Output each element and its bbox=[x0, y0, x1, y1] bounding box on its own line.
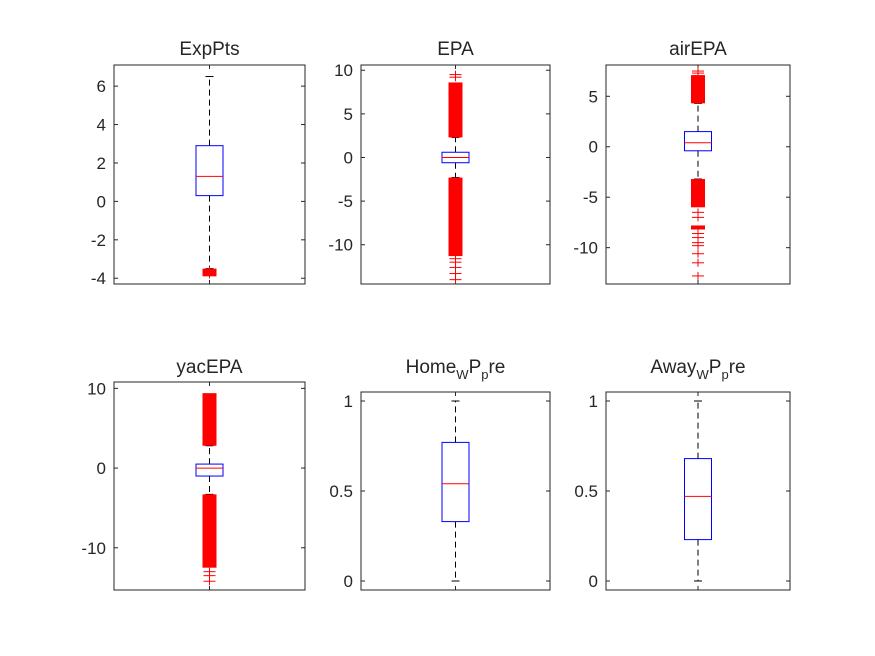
y-axis: -4 -2 0 2 4 6 bbox=[91, 65, 305, 288]
plot-marks bbox=[441, 70, 470, 284]
panel-title: airEPA bbox=[669, 39, 727, 60]
y-tick-label: 6 bbox=[97, 77, 106, 96]
panel-yacEPA: yacEPA -10 0 10 bbox=[81, 357, 306, 591]
plot-marks bbox=[195, 393, 224, 586]
panel-title: HomeWPpre bbox=[406, 357, 506, 382]
title-main: Away bbox=[650, 357, 697, 378]
panel-away-wp-pre: AwayWPpre 00.51 bbox=[574, 357, 791, 591]
y-tick-label: 0 bbox=[344, 148, 353, 167]
title-mid: P bbox=[469, 357, 482, 378]
y-tick-label: 0.5 bbox=[329, 482, 353, 501]
title-end: re bbox=[488, 357, 505, 378]
title-sub-2: p bbox=[481, 367, 488, 382]
panel-epa: EPA -10 -5 0 5 10 bbox=[328, 39, 551, 285]
y-tick-label: 5 bbox=[589, 87, 598, 106]
panel-title: AwayWPpre bbox=[650, 357, 745, 382]
title-mid: P bbox=[709, 357, 722, 378]
y-tick-label: 1 bbox=[589, 392, 598, 411]
y-tick-label: -10 bbox=[81, 539, 106, 558]
title-main: Home bbox=[406, 357, 457, 378]
panel-title: EPA bbox=[437, 39, 474, 60]
title-sub-1: W bbox=[697, 367, 710, 382]
iqr-box bbox=[684, 458, 712, 541]
panel-home-wp-pre: HomeWPpre 00.51 bbox=[329, 357, 551, 591]
plot-marks bbox=[195, 76, 224, 279]
y-tick-label: 1 bbox=[344, 392, 353, 411]
y-tick-label: -4 bbox=[91, 269, 106, 288]
title-end: re bbox=[729, 357, 746, 378]
y-tick-label: 0 bbox=[344, 572, 353, 591]
iqr-box bbox=[195, 145, 224, 197]
plot-marks bbox=[441, 400, 470, 582]
outlier-band bbox=[691, 75, 705, 104]
y-axis: -10 -5 0 5 bbox=[573, 65, 790, 284]
plot-marks bbox=[684, 67, 712, 280]
y-axis: -10 0 10 bbox=[81, 379, 305, 590]
y-axis: -10 -5 0 5 10 bbox=[328, 61, 550, 284]
iqr-box bbox=[441, 441, 470, 523]
y-tick-label: 0 bbox=[97, 459, 106, 478]
y-tick-label: 5 bbox=[344, 105, 353, 124]
outlier-band bbox=[448, 177, 463, 257]
y-tick-label: 2 bbox=[97, 154, 106, 173]
outlier-band bbox=[202, 494, 217, 568]
title-sub-1: W bbox=[456, 367, 469, 382]
outlier-band bbox=[202, 393, 217, 446]
y-tick-label: 0 bbox=[589, 138, 598, 157]
y-tick-label: 4 bbox=[97, 116, 106, 135]
y-axis: 00.51 bbox=[329, 392, 550, 591]
y-tick-label: -2 bbox=[91, 231, 106, 250]
panel-expPts: ExpPts -4 -2 0 2 4 6 bbox=[91, 39, 306, 288]
panel-title: ExpPts bbox=[179, 39, 239, 60]
outlier-band bbox=[448, 82, 463, 138]
y-tick-label: -5 bbox=[583, 188, 598, 207]
y-tick-label: -10 bbox=[328, 236, 353, 255]
y-tick-label: 0.5 bbox=[574, 482, 598, 501]
y-tick-label: 0 bbox=[589, 572, 598, 591]
y-tick-label: 10 bbox=[334, 61, 353, 80]
panel-title: yacEPA bbox=[176, 357, 243, 378]
y-tick-label: -10 bbox=[573, 239, 598, 258]
outlier-band bbox=[691, 179, 705, 208]
y-axis: 00.51 bbox=[574, 392, 790, 591]
y-tick-label: -5 bbox=[338, 192, 353, 211]
plot-marks bbox=[684, 400, 712, 582]
title-sub-2: p bbox=[721, 367, 728, 382]
y-tick-label: 10 bbox=[87, 379, 106, 398]
iqr-box bbox=[684, 131, 712, 152]
y-tick-label: 0 bbox=[97, 192, 106, 211]
outlier-band bbox=[691, 225, 705, 230]
iqr-box bbox=[195, 463, 224, 477]
panel-airEPA: airEPA -10 -5 0 5 bbox=[573, 39, 791, 285]
